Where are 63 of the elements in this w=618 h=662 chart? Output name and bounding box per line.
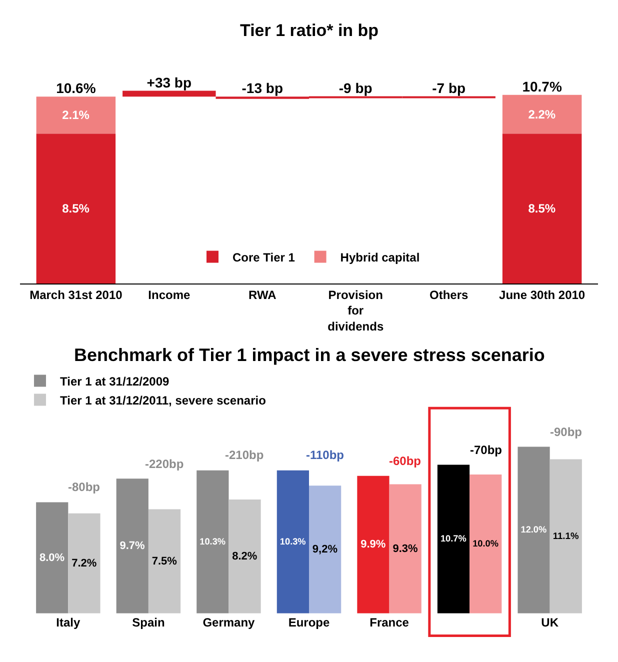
data-label: 2.1%: [62, 108, 90, 122]
data-label: 9.9%: [360, 538, 386, 551]
bar: [148, 509, 181, 614]
x-tick-label: France: [370, 615, 410, 630]
x-tick-label: March 31st 2010: [30, 288, 123, 302]
chart-title: Benchmark of Tier 1 impact in a severe stress scenario: [74, 345, 545, 365]
legend-label: Tier 1 at 31/12/2011, severe scenario: [60, 393, 266, 408]
data-label: 9.3%: [392, 542, 418, 555]
x-tick-label: Income: [148, 288, 190, 302]
bar: [116, 478, 148, 614]
data-label: +33 bp: [146, 74, 192, 90]
x-tick-label: Germany: [202, 615, 256, 630]
annotation: -90bp: [550, 425, 582, 439]
data-label: 8.5%: [528, 202, 556, 216]
bar: [518, 446, 550, 614]
annotation: -220bp: [145, 457, 184, 471]
annotation: -210bp: [225, 448, 264, 462]
data-label: 11.1%: [552, 530, 580, 541]
data-label: -9 bp: [338, 80, 372, 96]
data-label: 7.5%: [152, 555, 178, 568]
data-label: 10.0%: [472, 538, 498, 548]
data-label: 12.0%: [520, 524, 547, 535]
total-label: 10.7%: [522, 78, 562, 94]
data-label: 8.2%: [232, 550, 258, 562]
data-label: -13 bp: [242, 80, 284, 96]
data-label: 10.3%: [200, 536, 226, 546]
data-label: 10.3%: [280, 536, 306, 546]
legend-label: Tier 1 at 31/12/2009: [60, 374, 170, 388]
bar: [470, 474, 502, 614]
bar: [550, 459, 582, 614]
data-label: 9.7%: [120, 540, 146, 552]
x-tick-label: Spain: [132, 615, 165, 630]
bar: [357, 476, 390, 614]
bar: [389, 484, 422, 614]
x-tick-label: RWA: [248, 288, 277, 302]
chart-title: Tier 1 ratio* in bp: [240, 21, 379, 40]
x-tick-label: UK: [541, 615, 559, 630]
legend-label: Hybrid capital: [340, 250, 420, 264]
bar: [276, 470, 309, 614]
x-tick-label: Others: [429, 288, 468, 302]
data-label: 8.0%: [39, 552, 65, 564]
data-label: -7 bp: [432, 80, 466, 96]
annotation: -70bp: [470, 443, 502, 457]
data-label: 2.2%: [528, 107, 556, 122]
bar: [36, 502, 68, 614]
x-tick-label: Provision for dividends: [328, 288, 384, 334]
x-tick-label: June 30th 2010: [499, 288, 586, 302]
bar: [196, 470, 229, 614]
bar: [437, 464, 470, 614]
annotation: -80bp: [68, 480, 100, 494]
bar: [228, 499, 261, 614]
data-label: 7.2%: [72, 557, 97, 570]
legend-label: Core Tier 1: [232, 250, 296, 264]
data-label: 10.7%: [440, 534, 466, 544]
total-label: 10.6%: [56, 80, 96, 96]
annotation: -60bp: [389, 454, 422, 468]
x-tick-label: Europe: [288, 615, 330, 630]
annotation: -110bp: [306, 448, 344, 462]
x-tick-label: Italy: [56, 615, 80, 630]
data-label: 8.5%: [62, 202, 90, 216]
data-label: 9,2%: [312, 543, 338, 556]
bar: [68, 513, 100, 614]
bar: [309, 486, 342, 614]
